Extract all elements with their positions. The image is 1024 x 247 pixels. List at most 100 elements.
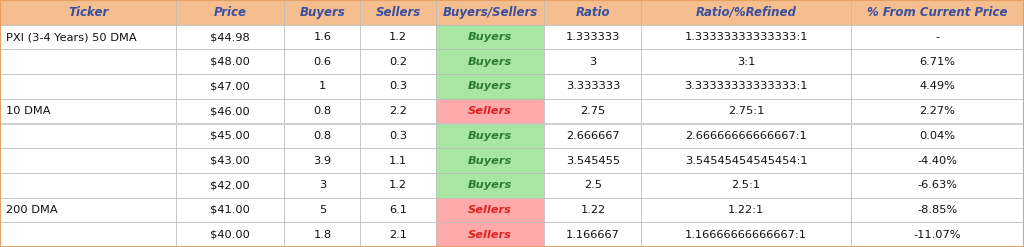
Text: 3.33333333333333:1: 3.33333333333333:1: [684, 82, 808, 91]
Text: $42.00: $42.00: [211, 180, 250, 190]
Bar: [360, 148, 436, 173]
Bar: [285, 124, 360, 148]
Text: -8.85%: -8.85%: [918, 205, 957, 215]
Text: 1.8: 1.8: [313, 230, 332, 240]
Text: 3: 3: [318, 180, 326, 190]
Text: $47.00: $47.00: [210, 82, 250, 91]
Bar: [0, 173, 176, 198]
Text: 1.2: 1.2: [389, 32, 408, 42]
Text: 2.27%: 2.27%: [920, 106, 955, 116]
Text: 0.3: 0.3: [389, 82, 408, 91]
Bar: [0, 25, 176, 49]
Bar: [641, 74, 851, 99]
Text: Sellers: Sellers: [468, 106, 512, 116]
Bar: [851, 49, 1024, 74]
Bar: [545, 0, 641, 25]
Bar: [641, 222, 851, 247]
Bar: [545, 198, 641, 222]
Bar: [851, 124, 1024, 148]
Text: 0.04%: 0.04%: [920, 131, 955, 141]
Bar: [285, 25, 360, 49]
Bar: [0, 124, 176, 148]
Bar: [545, 74, 641, 99]
Bar: [0, 74, 176, 99]
Bar: [360, 222, 436, 247]
Bar: [641, 49, 851, 74]
Text: 1.333333: 1.333333: [565, 32, 621, 42]
Text: Buyers: Buyers: [468, 180, 512, 190]
Text: $40.00: $40.00: [210, 230, 250, 240]
Bar: [851, 222, 1024, 247]
Text: 1.33333333333333:1: 1.33333333333333:1: [684, 32, 808, 42]
Text: $46.00: $46.00: [211, 106, 250, 116]
Bar: [176, 198, 285, 222]
Bar: [176, 0, 285, 25]
Bar: [285, 99, 360, 124]
Bar: [851, 74, 1024, 99]
Bar: [641, 173, 851, 198]
Text: Price: Price: [214, 6, 247, 19]
Text: -: -: [936, 32, 940, 42]
Text: Buyers: Buyers: [468, 131, 512, 141]
Bar: [285, 198, 360, 222]
Bar: [436, 0, 545, 25]
Text: $41.00: $41.00: [210, 205, 250, 215]
Bar: [545, 222, 641, 247]
Text: 1.166667: 1.166667: [566, 230, 620, 240]
Bar: [641, 198, 851, 222]
Bar: [176, 222, 285, 247]
Bar: [436, 25, 545, 49]
Bar: [641, 124, 851, 148]
Text: Sellers: Sellers: [468, 230, 512, 240]
Bar: [851, 99, 1024, 124]
Text: 2.75:1: 2.75:1: [728, 106, 765, 116]
Text: 0.3: 0.3: [389, 131, 408, 141]
Text: Buyers: Buyers: [468, 156, 512, 165]
Text: Ratio/%Refined: Ratio/%Refined: [696, 6, 797, 19]
Text: PXI (3-4 Years) 50 DMA: PXI (3-4 Years) 50 DMA: [6, 32, 137, 42]
Bar: [436, 49, 545, 74]
Text: 3.333333: 3.333333: [565, 82, 621, 91]
Bar: [176, 148, 285, 173]
Text: 4.49%: 4.49%: [920, 82, 955, 91]
Text: 6.1: 6.1: [389, 205, 408, 215]
Text: Ticker: Ticker: [68, 6, 109, 19]
Text: 2.5: 2.5: [584, 180, 602, 190]
Bar: [360, 74, 436, 99]
Text: 1.2: 1.2: [389, 180, 408, 190]
Bar: [176, 124, 285, 148]
Bar: [545, 148, 641, 173]
Text: 10 DMA: 10 DMA: [6, 106, 50, 116]
Bar: [436, 198, 545, 222]
Bar: [360, 49, 436, 74]
Text: 6.71%: 6.71%: [920, 57, 955, 67]
Bar: [0, 0, 176, 25]
Bar: [436, 148, 545, 173]
Bar: [851, 173, 1024, 198]
Text: 0.8: 0.8: [313, 106, 332, 116]
Bar: [360, 99, 436, 124]
Bar: [176, 173, 285, 198]
Bar: [0, 148, 176, 173]
Bar: [851, 0, 1024, 25]
Text: 2.2: 2.2: [389, 106, 408, 116]
Bar: [851, 198, 1024, 222]
Bar: [436, 222, 545, 247]
Bar: [545, 173, 641, 198]
Bar: [436, 173, 545, 198]
Bar: [641, 0, 851, 25]
Bar: [360, 198, 436, 222]
Bar: [285, 0, 360, 25]
Text: Buyers: Buyers: [299, 6, 345, 19]
Text: 1.16666666666667:1: 1.16666666666667:1: [685, 230, 807, 240]
Text: Sellers: Sellers: [468, 205, 512, 215]
Text: 2.66666666666667:1: 2.66666666666667:1: [685, 131, 807, 141]
Bar: [285, 222, 360, 247]
Text: 0.8: 0.8: [313, 131, 332, 141]
Bar: [545, 99, 641, 124]
Text: Buyers: Buyers: [468, 32, 512, 42]
Text: Buyers/Sellers: Buyers/Sellers: [442, 6, 538, 19]
Bar: [545, 124, 641, 148]
Text: 5: 5: [318, 205, 326, 215]
Bar: [176, 49, 285, 74]
